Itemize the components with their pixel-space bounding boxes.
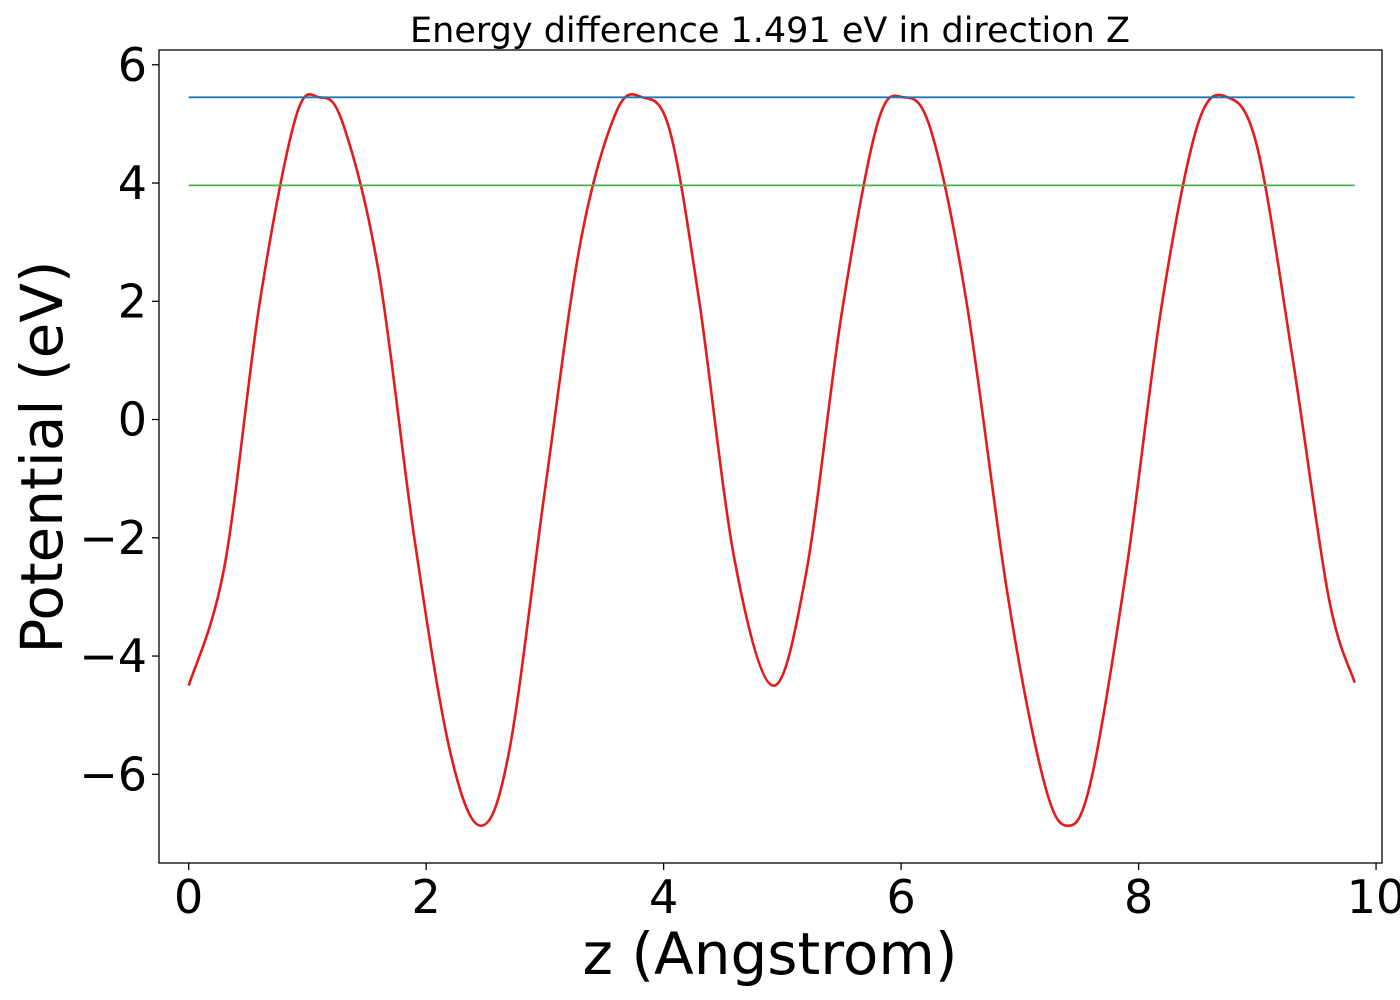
y-tick-label: 4	[118, 156, 147, 210]
x-tick-label: 8	[1124, 870, 1153, 924]
x-tick-label: 2	[412, 870, 441, 924]
x-axis: 0 2 4 6 8 10	[174, 863, 1400, 924]
y-axis-label: Potential (eV)	[8, 260, 76, 653]
chart-title: Energy difference 1.491 eV in direction …	[410, 11, 1130, 51]
y-tick-label: 0	[118, 393, 147, 447]
y-tick-label: 2	[118, 274, 147, 328]
plot-area	[187, 93, 1356, 828]
x-tick-label: 0	[174, 870, 203, 924]
y-tick-label: −4	[79, 629, 147, 683]
x-tick-label: 4	[649, 870, 678, 924]
plot-frame	[158, 49, 1383, 864]
y-tick-label: −6	[79, 747, 147, 801]
y-tick-label: 6	[118, 38, 147, 92]
x-tick-label: 6	[886, 870, 915, 924]
y-axis: −6 −4 −2 0 2 4 6	[79, 38, 159, 801]
potential-curve-line	[187, 93, 1356, 828]
y-tick-label: −2	[79, 511, 147, 565]
x-tick-label: 10	[1347, 870, 1400, 924]
x-axis-label: z (Angstrom)	[583, 920, 958, 988]
